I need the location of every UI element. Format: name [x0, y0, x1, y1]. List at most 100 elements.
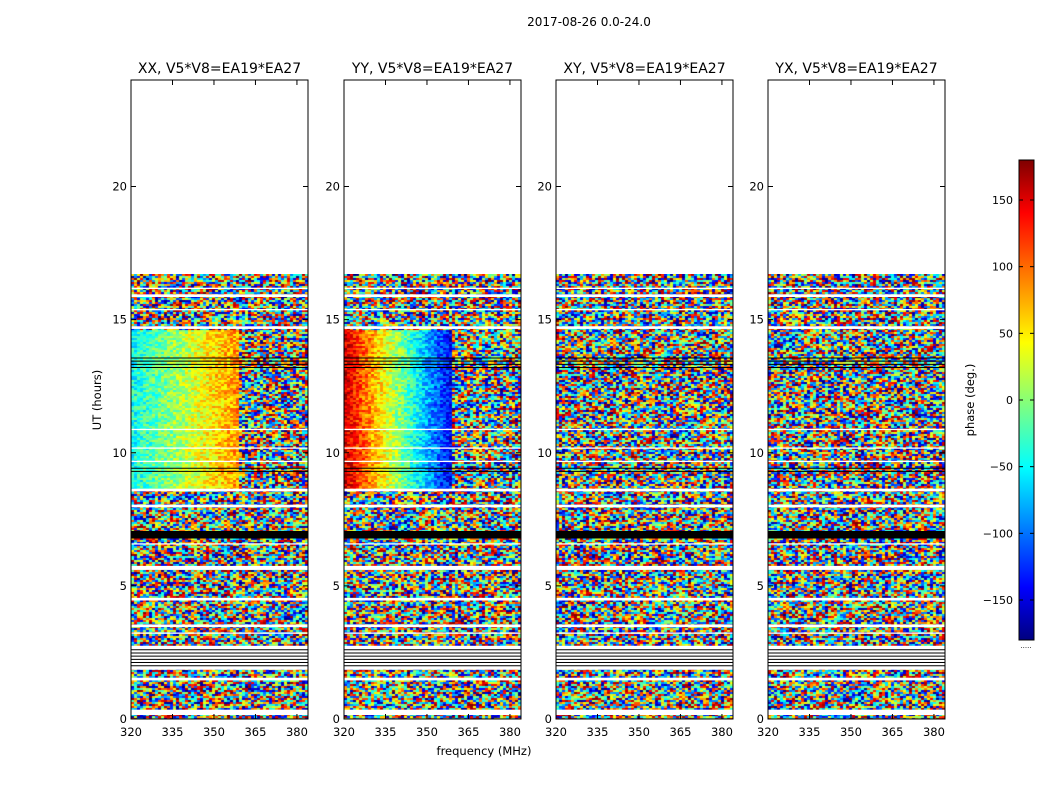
phase-image: [131, 274, 308, 719]
flagged-band: [556, 677, 733, 681]
flagged-band: [556, 294, 733, 297]
y-tick-label: 0: [333, 712, 340, 726]
panel-3: XY, V5*V8=EA19*EA27 320 335 350 365 380 0 5 10 15…: [537, 61, 734, 739]
y-tick-label: 5: [120, 579, 127, 593]
flagged-band: [131, 460, 308, 463]
flagged-band: [768, 645, 945, 670]
flagged-band: [344, 294, 521, 297]
flagged-band: [131, 645, 308, 670]
flagged-band: [131, 504, 308, 508]
flagged-band: [131, 308, 308, 311]
flagged-band: [768, 504, 945, 508]
flagged-band: [768, 326, 945, 329]
x-tick-label: 350: [203, 725, 225, 739]
flagged-band: [344, 624, 521, 628]
flagged-band: [344, 677, 521, 681]
x-tick-label: 335: [587, 725, 609, 739]
flagged-band: [344, 488, 521, 492]
flagged-black-band: [556, 531, 733, 538]
colorbar: 150 100 50 0 −50 −100 −150 phase (deg.) .....: [963, 159, 1035, 650]
panel-2: YY, V5*V8=EA19*EA27 320 335 350 365 380 0 5 10 15…: [325, 61, 522, 739]
y-tick-label: 0: [545, 712, 552, 726]
flagged-band: [344, 597, 521, 601]
flagged-band: [556, 287, 733, 290]
flagged-band: [556, 709, 733, 716]
x-tick-label: 365: [457, 725, 479, 739]
x-axis-label: frequency (MHz): [437, 744, 532, 758]
y-tick-label: 0: [757, 712, 764, 726]
flagged-band: [131, 597, 308, 601]
flagged-band: [556, 632, 733, 634]
flagged-band: [131, 488, 308, 492]
phase-image: [556, 274, 733, 719]
figure-title: 2017-08-26 0.0-24.0: [527, 15, 651, 29]
y-tick-label: 0: [120, 712, 127, 726]
flagged-band: [768, 709, 945, 716]
flagged-band: [131, 632, 308, 634]
colorbar-tick-label: 50: [999, 327, 1013, 340]
flagged-band: [556, 597, 733, 601]
flagged-band: [131, 543, 308, 545]
flagged-band: [556, 447, 733, 449]
flagged-band: [768, 488, 945, 492]
flagged-band: [344, 326, 521, 329]
flagged-band: [131, 447, 308, 449]
flagged-band: [344, 428, 521, 431]
flagged-band: [131, 287, 308, 290]
flagged-band: [768, 460, 945, 463]
y-axis-label: UT (hours): [90, 370, 104, 430]
flagged-band: [344, 504, 521, 508]
flagged-band: [768, 677, 945, 681]
y-tick-label: 10: [537, 446, 552, 460]
y-tick-label: 10: [112, 446, 127, 460]
x-tick-label: 365: [669, 725, 691, 739]
y-tick-label: 15: [537, 313, 552, 327]
y-tick-label: 15: [325, 313, 340, 327]
x-tick-label: 320: [333, 725, 355, 739]
flagged-band: [768, 308, 945, 311]
x-tick-label: 350: [840, 725, 862, 739]
x-tick-label: 350: [628, 725, 650, 739]
flagged-band: [344, 460, 521, 463]
flagged-band: [556, 645, 733, 670]
flagged-band: [556, 308, 733, 311]
colorbar-tick-label: −150: [983, 594, 1013, 607]
y-tick-label: 5: [545, 579, 552, 593]
x-tick-label: 380: [499, 725, 521, 739]
flagged-band: [344, 565, 521, 570]
y-tick-label: 15: [112, 313, 127, 327]
flagged-band: [768, 294, 945, 297]
x-tick-label: 380: [711, 725, 733, 739]
x-tick-label: 320: [545, 725, 567, 739]
x-tick-label: 365: [244, 725, 266, 739]
panel-title: YX, V5*V8=EA19*EA27: [774, 61, 937, 77]
y-tick-label: 20: [325, 180, 340, 194]
colorbar-ticks: 150 100 50 0 −50 −100 −150: [983, 194, 1034, 607]
flagged-band: [768, 428, 945, 431]
phase-image: [344, 274, 521, 719]
phase-image: [768, 274, 945, 719]
flagged-band: [344, 645, 521, 670]
panel-frame: [555, 79, 734, 720]
panel-frame: [343, 79, 522, 720]
flagged-black-band: [768, 531, 945, 538]
flagged-band: [131, 428, 308, 431]
flagged-band: [131, 565, 308, 570]
panel-4: YX, V5*V8=EA19*EA27 320 335 350 365 380 0 5 10 15…: [749, 61, 946, 739]
panel-frame: [767, 79, 946, 720]
x-tick-label: 335: [375, 725, 397, 739]
flagged-band: [768, 597, 945, 601]
x-tick-label: 380: [286, 725, 308, 739]
flagged-band: [556, 565, 733, 570]
x-tick-label: 320: [120, 725, 142, 739]
flagged-band: [131, 624, 308, 628]
colorbar-tick-label: 100: [992, 261, 1013, 274]
panel-frame: [130, 79, 309, 720]
flagged-band: [344, 709, 521, 716]
y-tick-label: 15: [749, 313, 764, 327]
panel-title: XY, V5*V8=EA19*EA27: [563, 61, 725, 77]
flagged-band: [768, 632, 945, 634]
panel-title: YY, V5*V8=EA19*EA27: [351, 61, 513, 77]
panels-group: XX, V5*V8=EA19*EA27 320 335 350 365 380 0 5 10 15…: [112, 61, 946, 739]
